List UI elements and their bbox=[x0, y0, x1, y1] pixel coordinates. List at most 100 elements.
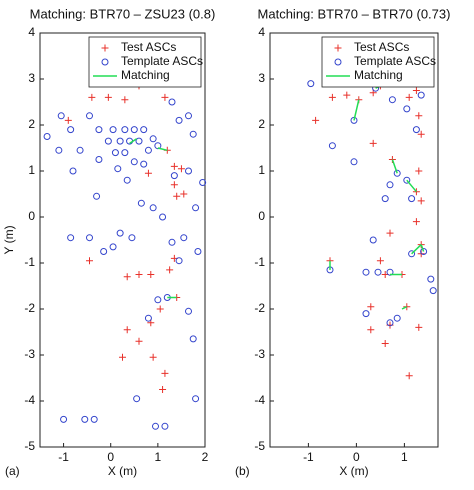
template-point bbox=[189, 335, 197, 343]
template-point bbox=[60, 415, 68, 423]
template-point bbox=[189, 130, 197, 138]
y-tick-label: -1 bbox=[24, 255, 35, 269]
matching-line bbox=[420, 244, 425, 252]
template-point bbox=[67, 126, 75, 134]
matching-line bbox=[406, 179, 417, 193]
test-point bbox=[415, 112, 423, 120]
template-point bbox=[55, 146, 63, 154]
template-point bbox=[161, 422, 169, 430]
panel-label: (a) bbox=[5, 464, 20, 478]
template-point bbox=[403, 176, 411, 184]
template-point bbox=[192, 395, 200, 403]
template-point bbox=[408, 250, 416, 258]
x-axis-label: X (m) bbox=[339, 464, 368, 478]
matching-line bbox=[353, 99, 360, 121]
template-point bbox=[144, 146, 152, 154]
template-point bbox=[427, 275, 435, 283]
template-point bbox=[362, 310, 370, 318]
template-point bbox=[159, 213, 167, 221]
template-point bbox=[109, 126, 117, 134]
test-point bbox=[64, 116, 72, 124]
template-point bbox=[90, 415, 98, 423]
legend-label: Matching bbox=[354, 68, 403, 82]
panel-label: (b) bbox=[235, 464, 250, 478]
test-point bbox=[104, 93, 112, 101]
template-point bbox=[393, 314, 401, 322]
legend-label: Test ASCs bbox=[354, 40, 409, 54]
test-point bbox=[417, 130, 425, 138]
template-point bbox=[57, 112, 65, 120]
template-point bbox=[307, 80, 315, 88]
test-point bbox=[177, 165, 185, 173]
y-tick-label: -5 bbox=[254, 439, 265, 453]
template-point bbox=[111, 149, 119, 157]
matching-line bbox=[401, 306, 408, 310]
test-point bbox=[417, 197, 425, 205]
template-point bbox=[130, 126, 138, 134]
template-point bbox=[149, 204, 157, 212]
template-point bbox=[140, 160, 148, 168]
y-axis-label: Y (m) bbox=[2, 225, 16, 254]
x-tick-label: 0 bbox=[107, 450, 114, 464]
template-point bbox=[412, 126, 420, 134]
test-point bbox=[412, 218, 420, 226]
template-point bbox=[185, 167, 192, 175]
template-point bbox=[194, 248, 202, 255]
template-point bbox=[93, 192, 101, 200]
y-tick-label: -4 bbox=[24, 393, 35, 407]
template-point bbox=[388, 96, 396, 104]
test-point bbox=[328, 93, 336, 101]
test-point bbox=[386, 229, 394, 237]
y-tick-label: 1 bbox=[28, 163, 35, 177]
template-point bbox=[408, 195, 416, 203]
template-point bbox=[185, 112, 192, 120]
template-point bbox=[168, 98, 176, 106]
x-tick-label: 0 bbox=[353, 450, 360, 464]
test-point bbox=[161, 369, 169, 377]
x-tick-label: 1 bbox=[155, 450, 162, 464]
template-point bbox=[350, 158, 358, 166]
legend-label: Matching bbox=[121, 68, 170, 82]
template-point bbox=[170, 172, 178, 180]
template-point bbox=[135, 137, 143, 145]
test-point bbox=[156, 305, 164, 313]
test-point bbox=[405, 372, 413, 380]
template-point bbox=[328, 142, 336, 150]
y-tick-label: 2 bbox=[28, 117, 35, 131]
y-tick-label: -3 bbox=[24, 347, 35, 361]
y-tick-label: 2 bbox=[258, 117, 265, 131]
template-point bbox=[133, 395, 141, 403]
x-tick-label: 1 bbox=[401, 450, 408, 464]
matching-line bbox=[157, 147, 168, 152]
template-point bbox=[95, 126, 103, 134]
test-point bbox=[415, 323, 423, 331]
template-point bbox=[175, 257, 183, 265]
test-point bbox=[180, 190, 188, 198]
template-point bbox=[43, 133, 51, 140]
y-tick-label: 0 bbox=[258, 209, 265, 223]
template-point bbox=[76, 146, 84, 154]
template-point bbox=[180, 234, 188, 242]
template-point bbox=[374, 268, 382, 276]
test-point bbox=[144, 169, 152, 177]
test-point bbox=[369, 139, 377, 147]
legend-marker bbox=[101, 44, 109, 52]
template-point bbox=[130, 158, 138, 166]
test-point bbox=[412, 87, 420, 94]
template-point bbox=[154, 296, 162, 304]
template-point bbox=[123, 176, 131, 184]
test-point bbox=[123, 326, 131, 334]
y-tick-label: 3 bbox=[258, 71, 265, 85]
template-point bbox=[69, 167, 77, 175]
test-point bbox=[312, 116, 320, 124]
template-point bbox=[86, 112, 93, 120]
legend-label: Test ASCs bbox=[121, 40, 176, 54]
y-tick-label: 4 bbox=[28, 25, 35, 39]
chart-title: Matching: BTR70 – BTR70 (0.73) bbox=[258, 6, 451, 21]
y-tick-label: -2 bbox=[24, 301, 35, 315]
test-point bbox=[405, 93, 413, 101]
test-point bbox=[343, 91, 351, 99]
legend-label: Template ASCs bbox=[354, 54, 436, 68]
test-point bbox=[88, 93, 96, 101]
legend-label: Template ASCs bbox=[121, 54, 203, 68]
